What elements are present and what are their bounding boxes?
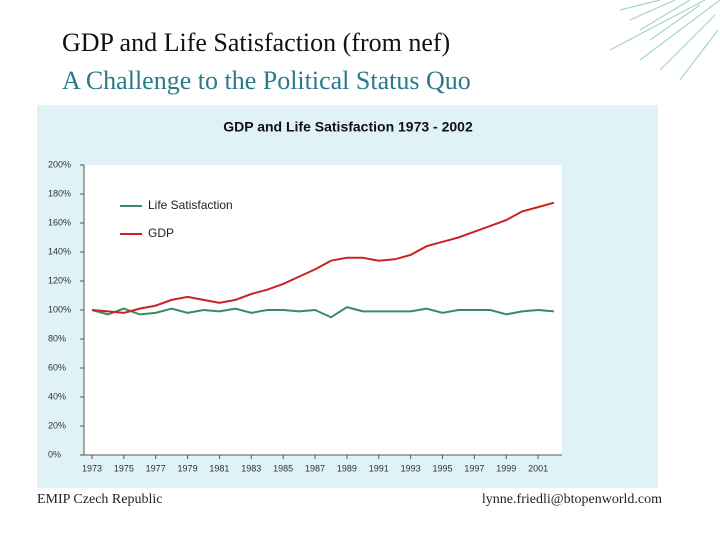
x-tick-label: 1979	[178, 463, 198, 473]
series-line	[91, 306, 555, 319]
legend-label: Life Satisfaction	[148, 198, 233, 212]
x-tick-label: 2001	[528, 463, 548, 473]
x-tick-label: 1991	[369, 463, 389, 473]
footer-right: lynne.friedli@btopenworld.com	[482, 492, 662, 507]
chart-title: GDP and Life Satisfaction 1973 - 2002	[223, 119, 473, 135]
x-tick-label: 1999	[496, 463, 516, 473]
y-tick-label: 180%	[48, 188, 71, 198]
slide-title: GDP and Life Satisfaction (from nef)	[62, 28, 450, 57]
chart: 0% 20% 40% 60% 80% 100% 120% 140% 160% 180% 200% 19…	[48, 159, 562, 473]
palm-decoration	[609, 0, 720, 81]
x-tick-label: 1977	[146, 463, 166, 473]
x-tick-label: 1989	[337, 463, 357, 473]
legend-label: GDP	[148, 226, 174, 240]
y-tick-label: 120%	[48, 275, 71, 285]
footer-left: EMIP Czech Republic	[37, 492, 162, 507]
x-tick-label: 1997	[464, 463, 484, 473]
y-tick-label: 160%	[48, 217, 71, 227]
x-tick-label: 1973	[82, 463, 102, 473]
y-tick-label: 40%	[48, 391, 66, 401]
y-tick-label: 20%	[48, 420, 66, 430]
x-tick-label: 1987	[305, 463, 325, 473]
y-tick-label: 60%	[48, 362, 66, 372]
x-tick-label: 1975	[114, 463, 134, 473]
y-tick-label: 0%	[48, 449, 61, 459]
y-tick-label: 80%	[48, 333, 66, 343]
y-tick-label: 100%	[48, 304, 71, 314]
y-tick-label: 140%	[48, 246, 71, 256]
series-line	[91, 201, 555, 314]
x-tick-label: 1981	[209, 463, 229, 473]
slide-subtitle: A Challenge to the Political Status Quo	[62, 66, 471, 95]
x-tick-label: 1993	[401, 463, 421, 473]
x-tick-label: 1983	[241, 463, 261, 473]
x-tick-label: 1995	[432, 463, 452, 473]
x-tick-label: 1985	[273, 463, 293, 473]
y-tick-label: 200%	[48, 159, 71, 169]
